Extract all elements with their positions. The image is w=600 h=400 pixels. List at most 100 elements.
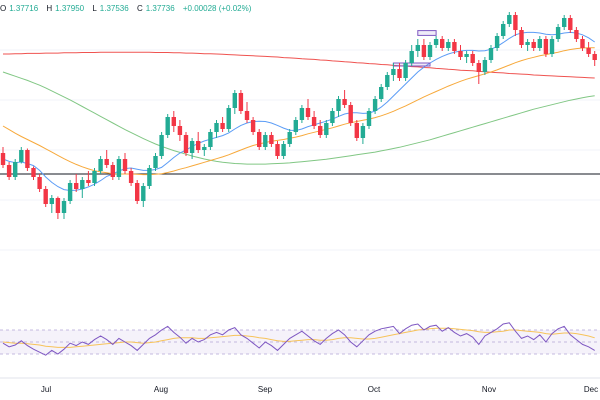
candle-body [177,126,183,135]
candle-body [226,108,231,129]
candle-body [165,117,170,135]
candle-body [86,180,91,183]
candle-body [74,183,79,189]
candle-body [263,135,268,147]
range-box [417,30,437,36]
candle-body [311,117,317,126]
candle-body [592,54,597,60]
candle-body [549,39,555,54]
x-tick-label: Dec [584,385,598,394]
candle-body [464,54,469,57]
rsi-pane [0,322,600,356]
candle-body [446,42,451,48]
candle-body [141,186,146,201]
ma-long-line [3,51,595,79]
candle-body [49,198,54,204]
candle-body [299,108,305,120]
candle-body [171,117,176,126]
candle-body [250,120,256,132]
candle-body [37,177,42,189]
candle-body [116,159,122,177]
candle-body [452,42,457,51]
candle-body [287,132,292,144]
candle-body [525,42,530,45]
candle-body [403,63,408,78]
candle-body [440,39,445,48]
candle-body [128,171,134,183]
candle-body [324,123,329,135]
candle-body [269,135,274,144]
moving-averages [2,31,595,192]
candle-body [409,51,414,63]
candle-body [482,60,488,72]
candle-body [397,69,402,78]
candle-body [92,171,97,183]
x-tick-label: Jul [41,385,51,394]
candle-body [537,39,542,48]
candle-body [147,168,152,186]
candle-body [6,165,12,177]
candle-body [488,48,494,60]
candle-body [385,75,390,87]
x-axis: Jul Aug Sep Oct Nov Dec [0,377,600,394]
candle-body [330,111,335,123]
x-tick-label: Sep [258,385,273,394]
candle-body [586,48,591,54]
candle-body [543,39,549,54]
candle-body [281,144,286,156]
candle-body [0,153,6,165]
candle-body [55,198,61,213]
candle-body [110,165,115,177]
candle-body [275,144,280,156]
candle-body [13,162,18,177]
candle-body [98,159,103,171]
candle-body [366,111,372,126]
candle-body [104,159,109,165]
candle-body [427,45,433,57]
candle-body [433,39,439,45]
ohlc-change: +0.00028 (+0.02%) [182,4,252,13]
candle-body [562,18,567,27]
candle-body [360,126,366,138]
candle-body [580,39,585,48]
x-tick-label: Nov [482,385,496,394]
candle-body [257,132,262,147]
ohlc-high: H 1.37950 [46,4,85,13]
candle-body [470,54,475,63]
candle-body [348,105,353,123]
rsi-line [2,322,595,356]
candle-body [153,156,158,168]
candle-body [513,15,518,30]
candle-body [415,45,420,51]
candle-body [458,51,463,57]
ohlc-open: O 1.37716 [0,4,39,13]
candle-body [318,126,323,135]
candle-body [494,36,500,48]
ma-slow-line [2,71,595,165]
ohlc-legend: O 1.37716 H 1.37950 L 1.37536 C 1.37736 +0.0… [0,4,254,13]
candle-body [305,108,311,117]
candle-body [135,183,140,201]
candle-body [19,150,24,162]
candle-body [220,123,225,129]
candle-body [507,15,512,24]
ma-mid-line [2,47,595,176]
candle-body [372,99,378,111]
candle-body [391,69,396,75]
candle-body [196,141,201,150]
candle-body [476,63,481,72]
ohlc-low: L 1.37536 [92,4,129,13]
candle-body [232,93,237,108]
candle-body [519,30,524,45]
candle-body [244,111,250,120]
candle-body [189,141,195,153]
main-gridlines [0,49,600,251]
candle-body [31,168,36,177]
rsi-ma-line [2,327,595,348]
candle-body [555,27,561,39]
candle-body [421,45,427,57]
candle-body [202,147,207,150]
x-tick-label: Aug [154,385,168,394]
candle-body [122,159,128,171]
